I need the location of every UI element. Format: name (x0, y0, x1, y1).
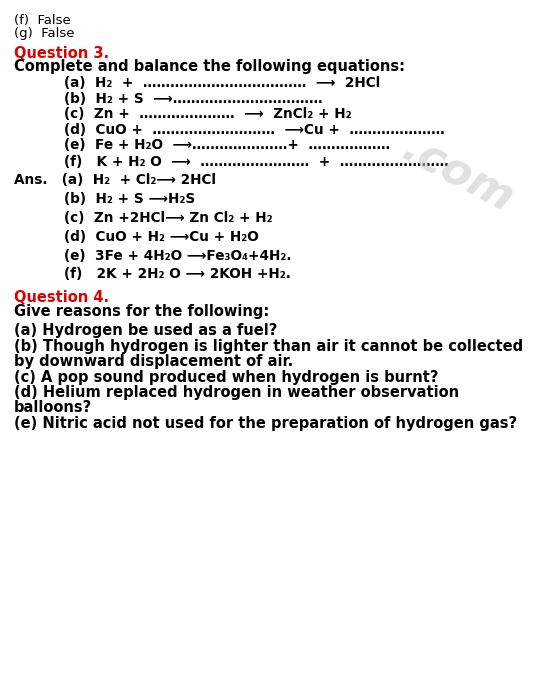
Text: Question 4.: Question 4. (14, 290, 109, 305)
Text: Question 3.: Question 3. (14, 46, 109, 60)
Text: (d)  CuO +  ………………………  ⟶Cu +  …………………: (d) CuO + ……………………… ⟶Cu + ………………… (64, 122, 445, 136)
Text: (e)  Fe + H₂O  ⟶…………………+  ………………: (e) Fe + H₂O ⟶…………………+ ……………… (64, 138, 390, 152)
Text: by downward displacement of air.: by downward displacement of air. (14, 354, 293, 369)
Text: (b)  H₂ + S ⟶H₂S: (b) H₂ + S ⟶H₂S (64, 192, 196, 206)
Text: (f)   2K + 2H₂ O ⟶ 2KOH +H₂.: (f) 2K + 2H₂ O ⟶ 2KOH +H₂. (64, 267, 291, 281)
Text: (b) Though hydrogen is lighter than air it cannot be collected: (b) Though hydrogen is lighter than air … (14, 339, 523, 354)
Text: (f)  False: (f) False (14, 14, 71, 27)
Text: (d) Helium replaced hydrogen in weather observation: (d) Helium replaced hydrogen in weather … (14, 385, 459, 400)
Text: .com: .com (395, 128, 522, 222)
Text: Ans.   (a)  H₂  + Cl₂⟶ 2HCl: Ans. (a) H₂ + Cl₂⟶ 2HCl (14, 173, 216, 187)
Text: (e) Nitric acid not used for the preparation of hydrogen gas?: (e) Nitric acid not used for the prepara… (14, 416, 517, 430)
Text: Complete and balance the following equations:: Complete and balance the following equat… (14, 59, 405, 74)
Text: (g)  False: (g) False (14, 27, 74, 40)
Text: Give reasons for the following:: Give reasons for the following: (14, 304, 269, 318)
Text: (a)  H₂  +  ………………………………  ⟶  2HCl: (a) H₂ + ……………………………… ⟶ 2HCl (64, 76, 381, 90)
Text: (c)  Zn +2HCl⟶ Zn Cl₂ + H₂: (c) Zn +2HCl⟶ Zn Cl₂ + H₂ (64, 211, 273, 225)
Text: (d)  CuO + H₂ ⟶Cu + H₂O: (d) CuO + H₂ ⟶Cu + H₂O (64, 230, 259, 244)
Text: (b)  H₂ + S  ⟶……………………………: (b) H₂ + S ⟶…………………………… (64, 92, 323, 106)
Text: (c) A pop sound produced when hydrogen is burnt?: (c) A pop sound produced when hydrogen i… (14, 370, 438, 384)
Text: (a) Hydrogen be used as a fuel?: (a) Hydrogen be used as a fuel? (14, 323, 277, 338)
Text: (c)  Zn +  …………………  ⟶  ZnCl₂ + H₂: (c) Zn + ………………… ⟶ ZnCl₂ + H₂ (64, 107, 352, 121)
Text: (f)   K + H₂ O  ⟶  ……………………  +  ……………………: (f) K + H₂ O ⟶ …………………… + …………………… (64, 155, 449, 169)
Text: balloons?: balloons? (14, 400, 92, 415)
Text: (e)  3Fe + 4H₂O ⟶Fe₃O₄+4H₂.: (e) 3Fe + 4H₂O ⟶Fe₃O₄+4H₂. (64, 248, 292, 262)
